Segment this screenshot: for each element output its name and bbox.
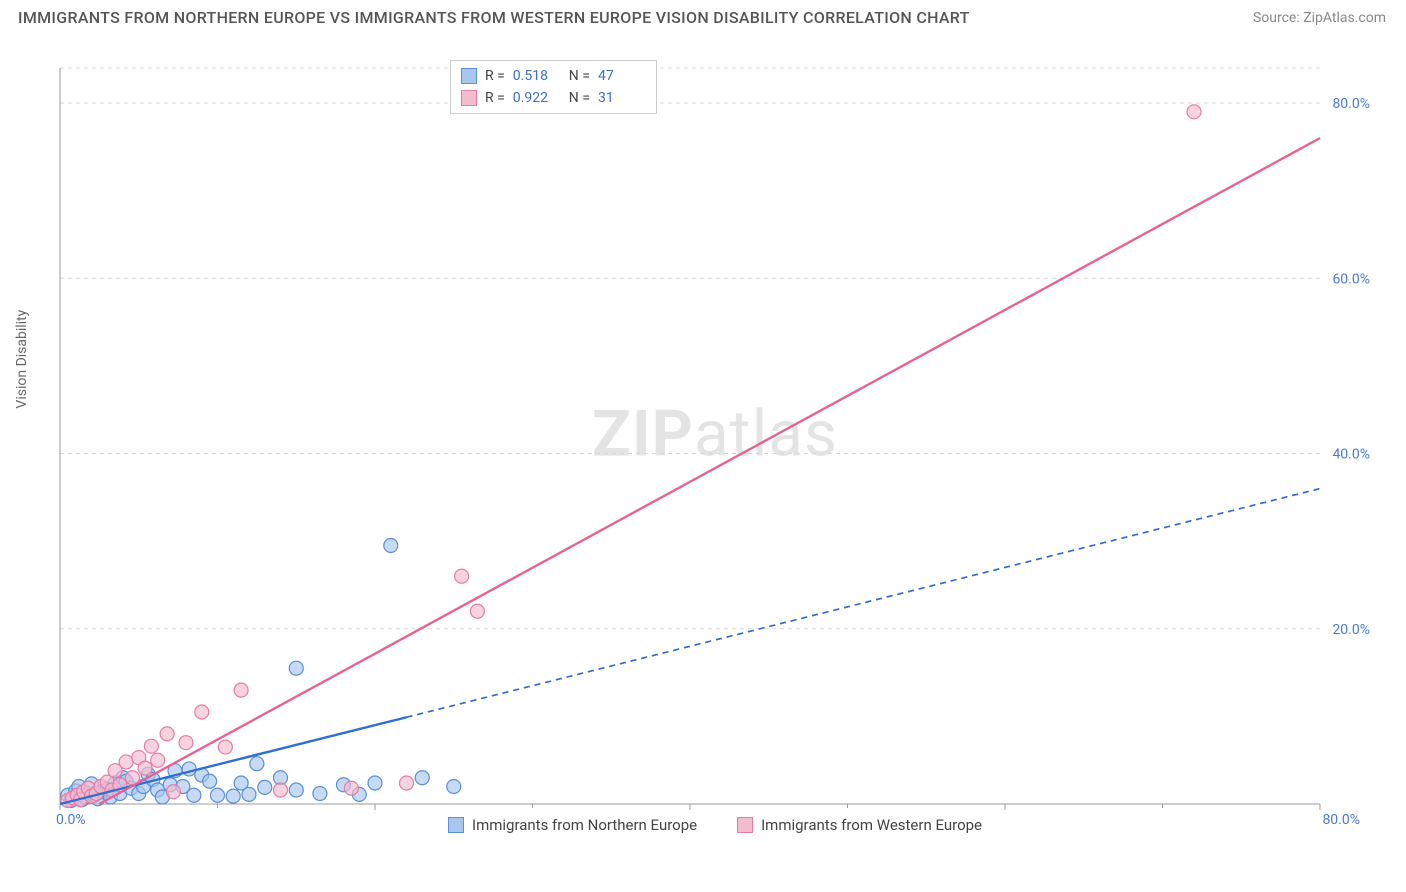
correlation-legend: R = 0.518 N = 47 R = 0.922 N = 31 [450, 60, 657, 114]
legend-swatch-icon [461, 90, 477, 106]
legend-swatch-icon [737, 817, 753, 833]
scatter-plot: 0.0%80.0%20.0%40.0%60.0%80.0% [50, 60, 1380, 840]
svg-text:20.0%: 20.0% [1332, 622, 1370, 638]
legend-swatch-icon [461, 68, 477, 84]
legend-label: Immigrants from Northern Europe [472, 816, 697, 834]
legend-item: Immigrants from Western Europe [737, 816, 982, 834]
legend-row: R = 0.922 N = 31 [461, 87, 646, 109]
r-value: 0.922 [513, 87, 561, 109]
header: IMMIGRANTS FROM NORTHERN EUROPE VS IMMIG… [0, 0, 1406, 31]
svg-text:40.0%: 40.0% [1332, 447, 1370, 463]
legend-item: Immigrants from Northern Europe [448, 816, 697, 834]
r-label: R = [485, 87, 505, 109]
n-label: N = [569, 65, 590, 87]
chart-title: IMMIGRANTS FROM NORTHERN EUROPE VS IMMIG… [18, 8, 970, 27]
r-label: R = [485, 65, 505, 87]
n-label: N = [569, 87, 590, 109]
svg-text:80.0%: 80.0% [1332, 96, 1370, 112]
n-value: 47 [598, 65, 646, 87]
r-value: 0.518 [513, 65, 561, 87]
source-label: Source: ZipAtlas.com [1253, 10, 1386, 26]
legend-row: R = 0.518 N = 47 [461, 65, 646, 87]
svg-text:60.0%: 60.0% [1332, 271, 1370, 287]
chart-area: Vision Disability ZIPatlas 0.0%80.0%20.0… [50, 60, 1380, 840]
y-axis-label: Vision Disability [14, 310, 30, 409]
n-value: 31 [598, 87, 646, 109]
legend-label: Immigrants from Western Europe [761, 816, 982, 834]
series-legend: Immigrants from Northern Europe Immigran… [50, 816, 1380, 834]
legend-swatch-icon [448, 817, 464, 833]
